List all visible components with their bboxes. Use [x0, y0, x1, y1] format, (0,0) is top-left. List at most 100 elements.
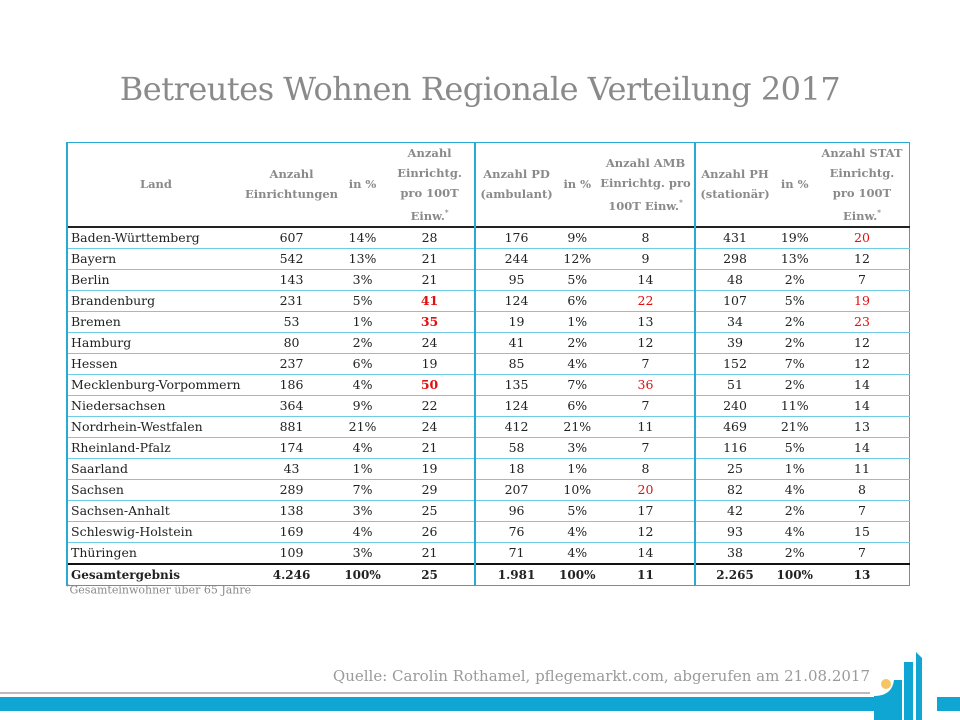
value-cell: 13 — [597, 311, 695, 333]
value-cell: 9% — [557, 225, 598, 249]
column-header: in % — [340, 141, 386, 227]
divider-line — [0, 692, 870, 694]
column-header-label: Land — [140, 177, 172, 192]
value-cell: 6% — [557, 290, 598, 312]
value-cell: 1% — [557, 311, 598, 333]
value-cell: 176 — [474, 225, 558, 249]
column-header: in % — [774, 141, 815, 227]
value-cell: 8 — [597, 458, 695, 480]
column-header: Anzahl AMB Einrichtg. pro 100T Einw.* — [597, 141, 695, 227]
value-cell: 2% — [774, 269, 815, 291]
value-cell: 7% — [557, 374, 598, 396]
footnote-mark: * — [877, 208, 881, 217]
value-cell: 1% — [557, 458, 598, 480]
table-row: Niedersachsen 364 9% 22 124 6% 7 240 11% 14 — [66, 395, 910, 417]
value-cell: 4% — [557, 521, 598, 543]
value-cell: 2% — [774, 374, 815, 396]
value-cell: 4% — [340, 521, 386, 543]
column-header: in % — [557, 141, 598, 227]
table-row: Nordrhein-Westfalen 881 21% 24 412 21% 11 469 21… — [66, 416, 910, 438]
value-cell: 58 — [474, 437, 558, 459]
value-cell: 17 — [597, 500, 695, 522]
value-cell: 14% — [340, 225, 386, 249]
value-cell: 96 — [474, 500, 558, 522]
value-cell: 116 — [693, 437, 775, 459]
value-cell: 364 — [243, 395, 341, 417]
total-row: Gesamtergebnis 4.246 100% 25 1.981 100% 11 2.26… — [66, 562, 910, 586]
value-cell: 51 — [693, 374, 775, 396]
value-cell: 14 — [814, 437, 910, 459]
value-cell: 6% — [340, 353, 386, 375]
value-cell: 35 — [385, 311, 476, 333]
value-cell: 2% — [774, 332, 815, 354]
value-cell: 4% — [340, 374, 386, 396]
value-cell: 26 — [385, 521, 476, 543]
value-cell: 10% — [557, 479, 598, 501]
value-cell: 12 — [814, 248, 910, 270]
column-header: Anzahl STAT Einrichtg. pro 100T Einw.* — [814, 141, 910, 227]
value-cell: 23 — [814, 311, 910, 333]
value-cell: 11 — [814, 458, 910, 480]
value-cell: 41 — [385, 290, 476, 312]
value-cell: 138 — [243, 500, 341, 522]
table-row: Schleswig-Holstein 169 4% 26 76 4% 12 93 4% 15 — [66, 521, 910, 543]
land-cell: Gesamtergebnis — [66, 562, 243, 586]
land-cell: Thüringen — [66, 542, 243, 565]
value-cell: 5% — [557, 500, 598, 522]
value-cell: 12% — [557, 248, 598, 270]
table-header-row: Land Anzahl Einrichtungen in % Anzahl Einri… — [66, 141, 910, 227]
value-cell: 3% — [340, 542, 386, 565]
column-header: Anzahl PD (ambulant) — [474, 141, 558, 227]
land-cell: Mecklenburg-Vorpommern — [66, 374, 243, 396]
column-header-label: Anzahl Einrichtungen — [245, 167, 339, 202]
value-cell: 7 — [597, 437, 695, 459]
value-cell: 14 — [814, 374, 910, 396]
value-cell: 2% — [340, 332, 386, 354]
value-cell: 95 — [474, 269, 558, 291]
value-cell: 5% — [774, 290, 815, 312]
value-cell: 6% — [557, 395, 598, 417]
value-cell: 607 — [243, 225, 341, 249]
table-row: Hamburg 80 2% 24 41 2% 12 39 2% 12 — [66, 332, 910, 354]
value-cell: 93 — [693, 521, 775, 543]
value-cell: 28 — [385, 225, 476, 249]
value-cell: 25 — [693, 458, 775, 480]
value-cell: 53 — [243, 311, 341, 333]
value-cell: 25 — [385, 562, 476, 586]
value-cell: 19 — [385, 458, 476, 480]
value-cell: 7 — [814, 542, 910, 565]
footnote-mark: * — [444, 208, 449, 217]
value-cell: 231 — [243, 290, 341, 312]
value-cell: 43 — [243, 458, 341, 480]
value-cell: 124 — [474, 395, 558, 417]
value-cell: 1% — [340, 311, 386, 333]
land-cell: Berlin — [66, 269, 243, 291]
value-cell: 107 — [693, 290, 775, 312]
land-cell: Saarland — [66, 458, 243, 480]
value-cell: 3% — [340, 500, 386, 522]
value-cell: 20 — [814, 225, 910, 249]
footnote-mark: * — [66, 583, 70, 591]
column-header-label: Anzahl Einrichtg. pro 100T Einw. — [397, 146, 462, 223]
value-cell: 12 — [814, 353, 910, 375]
value-cell: 431 — [693, 225, 775, 249]
value-cell: 12 — [597, 332, 695, 354]
value-cell: 469 — [693, 416, 775, 438]
value-cell: 2.265 — [693, 562, 775, 586]
land-cell: Schleswig-Holstein — [66, 521, 243, 543]
value-cell: 19 — [814, 290, 910, 312]
column-header: Anzahl Einrichtungen — [243, 141, 341, 227]
value-cell: 21 — [385, 542, 476, 565]
land-cell: Hamburg — [66, 332, 243, 354]
value-cell: 76 — [474, 521, 558, 543]
value-cell: 80 — [243, 332, 341, 354]
value-cell: 289 — [243, 479, 341, 501]
column-header-label: Anzahl STAT Einrichtg. pro 100T Einw. — [821, 146, 903, 223]
value-cell: 1.981 — [474, 562, 558, 586]
value-cell: 21% — [340, 416, 386, 438]
footer-band-right — [937, 697, 960, 711]
value-cell: 21% — [557, 416, 598, 438]
value-cell: 124 — [474, 290, 558, 312]
value-cell: 881 — [243, 416, 341, 438]
value-cell: 135 — [474, 374, 558, 396]
